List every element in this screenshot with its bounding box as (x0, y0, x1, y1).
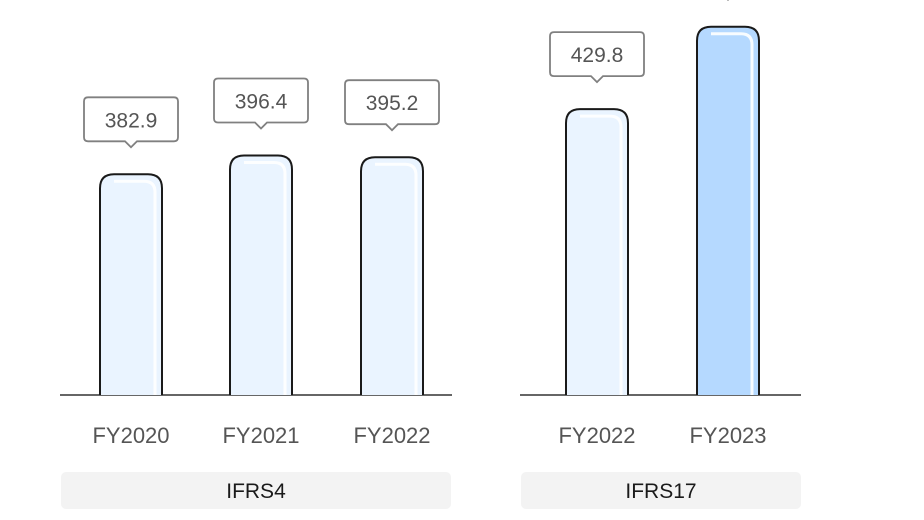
group-band (521, 472, 801, 509)
group-label: IFRS4 (226, 480, 286, 503)
chart-groups: 382.9 FY2020 396.4 FY2021 395.2 FY2022 IFRS4 42… (60, 0, 801, 509)
data-label: 382.9 (105, 109, 158, 132)
bar-sheen (580, 114, 623, 395)
bar-ifrs4-fy2020 (99, 173, 163, 395)
bar-sheen (114, 179, 157, 395)
x-tick-label: FY2021 (222, 423, 299, 448)
bar-outline (360, 156, 424, 395)
bar-sheen (375, 162, 418, 395)
callout-box (213, 77, 309, 130)
group-label: IFRS17 (625, 480, 696, 503)
bar-ifrs17-fy2023 (696, 25, 760, 396)
x-tick-label: FY2023 (689, 423, 766, 448)
data-label: 396.4 (235, 91, 288, 114)
bar-outline (565, 108, 629, 395)
bar-fill (100, 174, 162, 395)
value-callout: 382.9 (83, 96, 179, 149)
bar-group-ifrs4: 382.9 FY2020 396.4 FY2021 395.2 FY2022 IFRS4 (60, 77, 452, 509)
bar-fill (230, 155, 292, 395)
bar-fill (566, 109, 628, 395)
data-label: 395.2 (366, 92, 419, 115)
bar-group-ifrs17: 429.8FY2022489.1FY2023IFRS17 (520, 0, 801, 509)
bar-sheen (711, 32, 754, 395)
bar-fill (697, 26, 759, 396)
bar-outline (696, 25, 760, 395)
x-tick-label: FY2022 (558, 423, 635, 448)
value-callout: 395.2 (344, 79, 440, 132)
bar-outline (229, 154, 293, 395)
callout-box (344, 79, 440, 132)
value-callout: 429.8 (549, 31, 645, 84)
callout-box (83, 96, 179, 149)
data-label: 429.8 (571, 44, 624, 67)
bar-fill (361, 157, 423, 395)
bar-sheen (244, 161, 287, 395)
bar-outline (99, 173, 163, 395)
bar-ifrs4-fy2021 (229, 154, 293, 395)
value-callout: 396.4 (213, 77, 309, 130)
callout-box (549, 31, 645, 84)
x-tick-label: FY2022 (353, 423, 430, 448)
group-band (61, 472, 451, 509)
x-tick-label: FY2020 (92, 423, 169, 448)
bar-ifrs17-fy2022 (565, 108, 629, 395)
bar-ifrs4-fy2022 (360, 156, 424, 395)
